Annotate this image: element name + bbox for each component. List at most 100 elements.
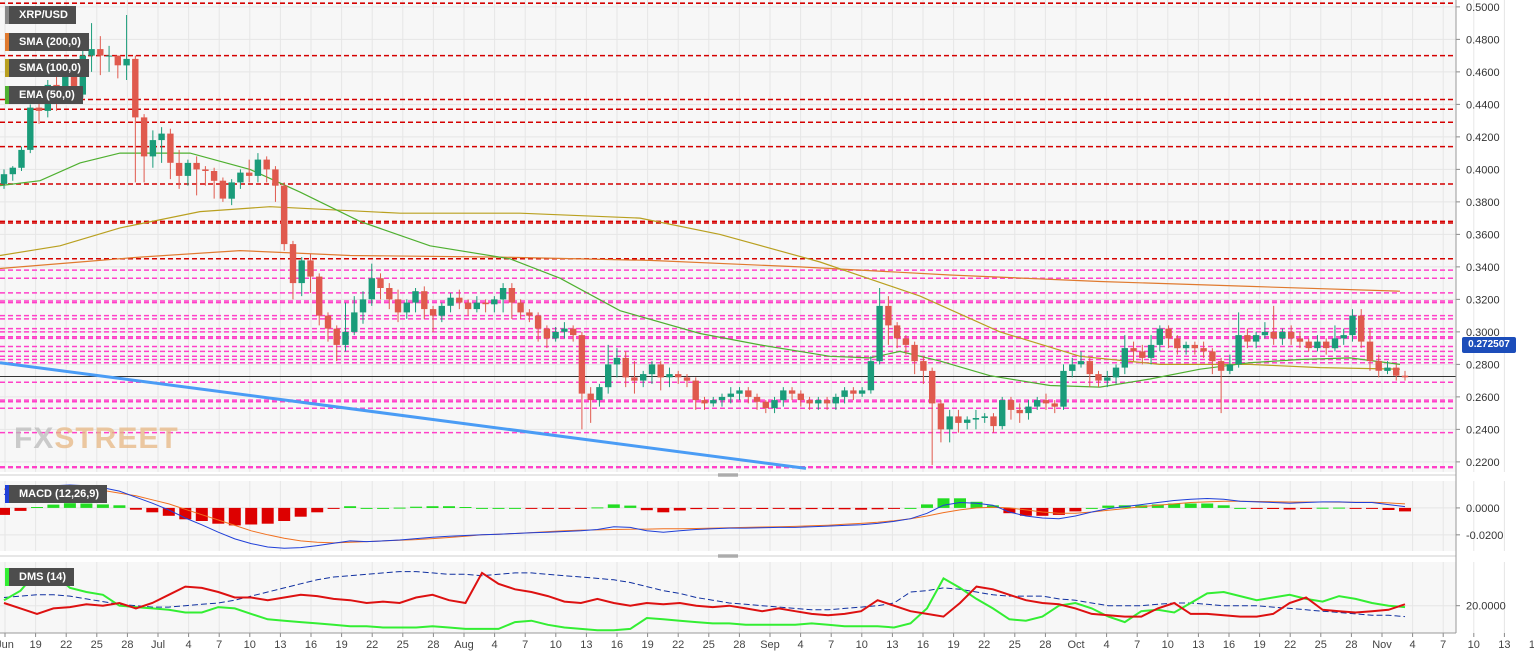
time-tick-label: 19 bbox=[335, 639, 347, 651]
macd-histogram-bar bbox=[1349, 507, 1362, 509]
time-tick-label: 19 bbox=[947, 639, 959, 651]
candle-body bbox=[184, 162, 192, 176]
time-tick-label: 13 bbox=[580, 639, 592, 651]
sma100-line bbox=[0, 206, 1401, 370]
time-tick-label: 25 bbox=[703, 639, 715, 651]
macd-histogram-bar bbox=[146, 507, 159, 513]
macd-histogram-bar bbox=[80, 503, 93, 508]
candle-body bbox=[1130, 348, 1137, 352]
candle-body bbox=[70, 75, 78, 95]
time-tick-label: 13 bbox=[886, 639, 898, 651]
candle-body bbox=[1375, 361, 1382, 371]
price-tick-label: 0.2800 bbox=[1466, 359, 1500, 371]
time-tick-label: 10 bbox=[1162, 639, 1174, 651]
candle-body bbox=[27, 107, 34, 150]
macd-histogram-bar bbox=[162, 507, 175, 516]
candle-body bbox=[657, 364, 664, 378]
macd-histogram-bar bbox=[657, 507, 670, 513]
sma200-label[interactable]: SMA (200,0) bbox=[5, 33, 89, 51]
candle-body bbox=[1034, 400, 1041, 407]
candle-body bbox=[1331, 338, 1339, 349]
macd-histogram-bar bbox=[772, 507, 785, 509]
candle-body bbox=[482, 302, 489, 305]
time-tick-label: 25 bbox=[1009, 639, 1021, 651]
candle-body bbox=[140, 117, 148, 157]
candle-body bbox=[946, 416, 953, 430]
time-tick-label: 7 bbox=[1134, 639, 1140, 651]
candle-body bbox=[745, 390, 752, 397]
time-tick-label: 25 bbox=[397, 639, 409, 651]
macd-histogram-bar bbox=[591, 507, 604, 509]
candle-body bbox=[1060, 370, 1067, 407]
candle-body bbox=[1358, 315, 1365, 342]
macd-histogram-bar bbox=[344, 506, 357, 508]
candle-body bbox=[981, 416, 988, 418]
macd-histogram-bar bbox=[393, 507, 406, 509]
macd-histogram-bar bbox=[459, 507, 472, 508]
macd-label[interactable]: MACD (12,26,9) bbox=[5, 485, 108, 503]
candle-body bbox=[1112, 367, 1120, 378]
macd-histogram-bar bbox=[525, 507, 538, 509]
ema50-label[interactable]: EMA (50,0) bbox=[5, 86, 83, 104]
time-tick-label: 13 bbox=[1192, 639, 1204, 651]
macd-histogram-bar bbox=[14, 507, 27, 511]
macd-histogram-bar bbox=[1234, 507, 1247, 509]
candle-body bbox=[797, 393, 804, 401]
macd-histogram-bar bbox=[278, 507, 291, 521]
candle-body bbox=[193, 162, 200, 170]
macd-histogram-bar bbox=[327, 507, 340, 509]
candle-body bbox=[342, 331, 349, 345]
candle-body bbox=[1104, 377, 1111, 381]
macd-histogram-bar bbox=[640, 507, 653, 511]
macd-histogram-bar bbox=[871, 507, 884, 510]
candle-body bbox=[893, 325, 901, 339]
time-tick-label: Jul bbox=[151, 639, 165, 651]
candle-body bbox=[289, 244, 297, 284]
candle-body bbox=[727, 393, 734, 397]
candle-body bbox=[403, 302, 410, 313]
candle-body bbox=[167, 133, 174, 163]
candle-body bbox=[499, 288, 507, 300]
macd-histogram-bar bbox=[855, 507, 868, 510]
sma100-label[interactable]: SMA (100,0) bbox=[5, 59, 89, 77]
candle-body bbox=[1226, 364, 1234, 371]
time-tick-label: 19 bbox=[1253, 639, 1265, 651]
macd-histogram-bar bbox=[739, 507, 752, 509]
logo-fx: FX bbox=[14, 422, 55, 455]
price-tick-label: 0.3600 bbox=[1466, 229, 1500, 241]
candle-body bbox=[491, 299, 498, 305]
macd-histogram-bar bbox=[1052, 507, 1065, 515]
candle-body bbox=[359, 299, 367, 313]
dms-tick-label: 20.0000 bbox=[1466, 601, 1506, 613]
dms-panel-bg bbox=[0, 562, 1456, 633]
symbol-label[interactable]: XRP/USD bbox=[5, 6, 76, 24]
candle-body bbox=[534, 315, 542, 329]
time-tick-label: 4 bbox=[1104, 639, 1110, 651]
time-tick-label: Aug bbox=[454, 639, 474, 651]
candle-body bbox=[920, 361, 927, 371]
dms-label[interactable]: DMS (14) bbox=[5, 568, 75, 586]
candle-body bbox=[911, 344, 918, 362]
macd-histogram-bar bbox=[723, 507, 736, 509]
candle-body bbox=[412, 291, 419, 303]
macd-histogram-bar bbox=[904, 507, 917, 509]
candle-body bbox=[1296, 338, 1304, 342]
macd-histogram-bar bbox=[1300, 507, 1313, 509]
candle-body bbox=[718, 396, 726, 401]
macd-histogram-bar bbox=[756, 507, 769, 509]
candle-body bbox=[517, 302, 524, 313]
macd-panel-bg bbox=[0, 481, 1456, 551]
candle-body bbox=[587, 393, 594, 401]
candle-body bbox=[526, 312, 533, 316]
price-tick-label: 0.2400 bbox=[1466, 424, 1500, 436]
candle-body bbox=[18, 149, 25, 168]
macd-histogram-bar bbox=[228, 507, 241, 526]
time-tick-label: 16 bbox=[305, 639, 317, 651]
candle-body bbox=[1191, 344, 1198, 349]
candle-body bbox=[324, 315, 332, 329]
candle-body bbox=[850, 390, 857, 394]
candle-body bbox=[351, 312, 358, 332]
candle-body bbox=[1279, 331, 1286, 339]
